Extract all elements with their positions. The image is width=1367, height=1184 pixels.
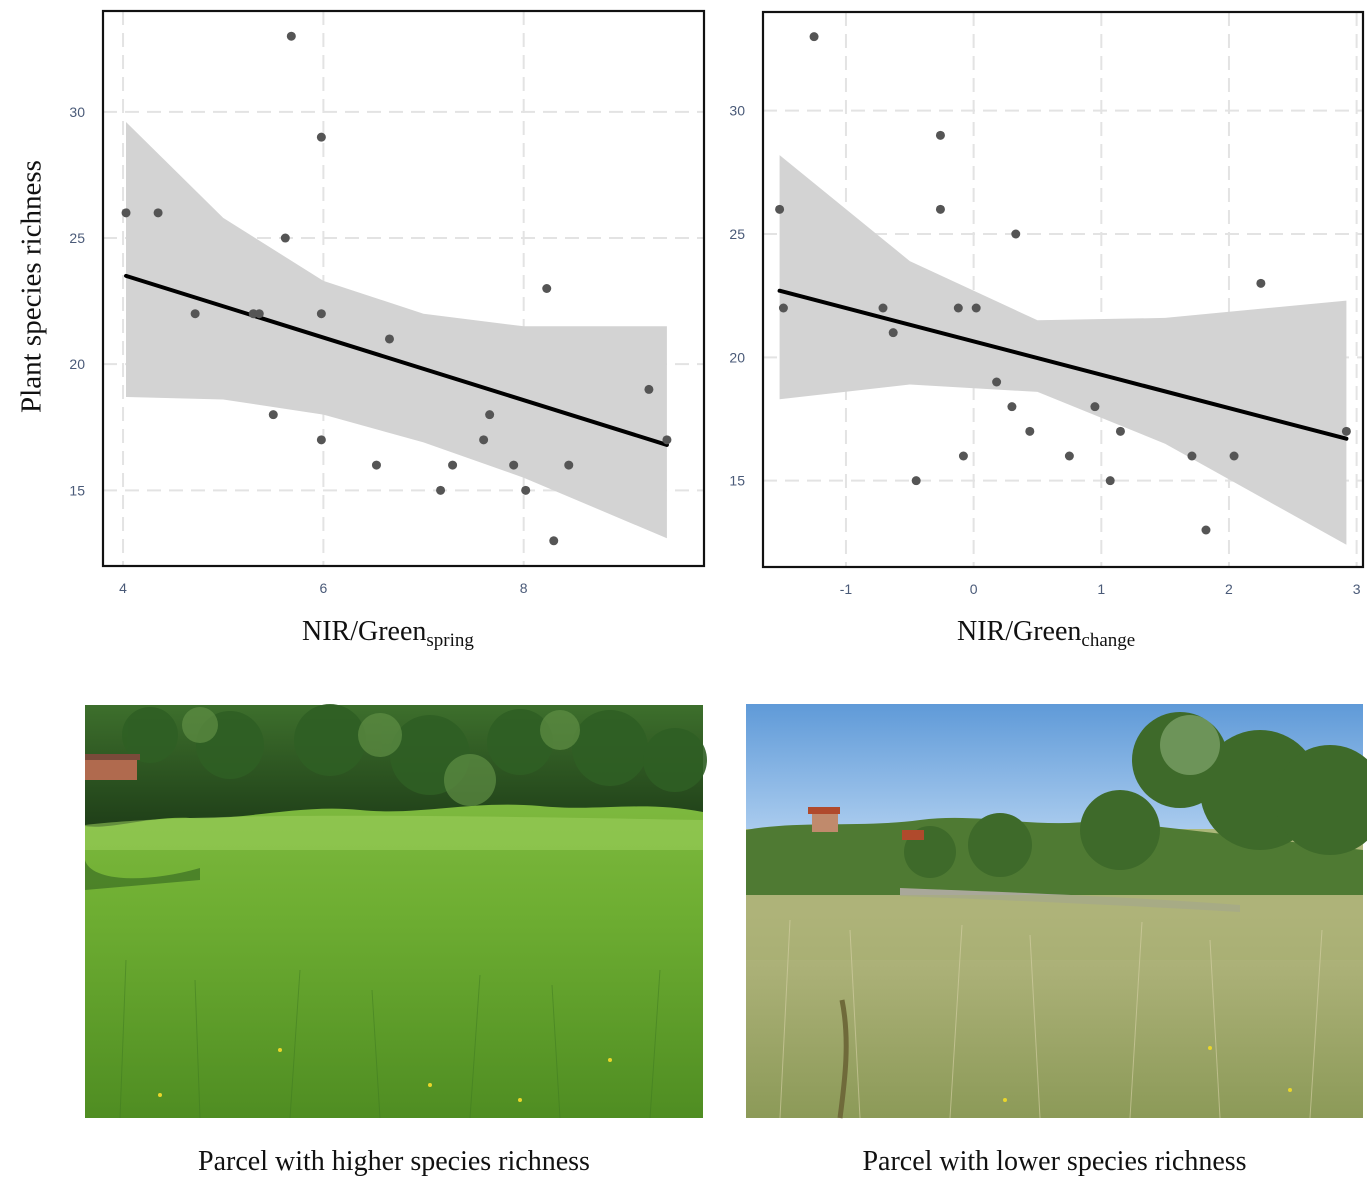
- chart-change-point: [1229, 451, 1239, 461]
- chart-spring-point: [448, 460, 458, 470]
- chart-spring-y-tick-label: 30: [69, 104, 85, 120]
- chart-spring-x-tick-label: 6: [319, 580, 327, 596]
- chart-spring-point: [542, 284, 552, 293]
- chart-spring-point: [268, 410, 278, 420]
- chart-spring-point: [153, 208, 163, 218]
- chart-change-y-tick-label: 25: [729, 226, 745, 242]
- chart-spring-point: [121, 208, 131, 218]
- chart-change-point: [1201, 525, 1211, 535]
- chart-change-point: [888, 328, 898, 338]
- chart-spring-y-tick-label: 20: [69, 356, 85, 372]
- chart-spring-point: [371, 460, 381, 470]
- chart-spring-x-tick-label: 4: [119, 580, 127, 596]
- x-axis-label-change: NIR/Greenchange: [957, 616, 1135, 652]
- chart-spring-point: [564, 460, 574, 470]
- chart-spring-point: [644, 384, 654, 394]
- chart-change-confidence-band: [779, 155, 1347, 545]
- chart-spring-y-tick-label: 25: [69, 230, 85, 246]
- chart-spring-y-tick-label: 15: [69, 482, 85, 498]
- chart-change-point: [992, 377, 1002, 387]
- x-axis-label-spring: NIR/Greenspring: [302, 616, 474, 652]
- chart-change-point: [1011, 229, 1021, 239]
- chart-spring-point: [254, 309, 264, 319]
- chart-change-point: [1007, 402, 1017, 412]
- chart-spring-point: [521, 485, 531, 495]
- chart-change-y-tick-label: 30: [729, 103, 745, 119]
- chart-spring-point: [316, 132, 326, 142]
- chart-change-point: [1105, 476, 1115, 486]
- x-axis-label-change-sub: change: [1081, 630, 1136, 651]
- chart-change-x-tick-label: 3: [1353, 581, 1361, 597]
- chart-change-point: [953, 303, 963, 313]
- x-axis-label-spring-main: NIR/Green: [302, 616, 427, 647]
- caption-high-richness: Parcel with higher species richness: [198, 1146, 590, 1177]
- chart-change-point: [809, 32, 819, 42]
- chart-change-point: [1187, 451, 1197, 461]
- chart-change-frame: [761, 10, 1365, 569]
- chart-change-x-tick-label: 1: [1097, 581, 1105, 597]
- chart-change-point: [878, 303, 888, 313]
- chart-change-point: [775, 204, 785, 214]
- chart-change-point: [971, 303, 981, 313]
- chart-spring-point: [316, 435, 326, 445]
- photo-low-richness: [746, 704, 1367, 1119]
- x-axis-label-spring-sub: spring: [426, 630, 474, 651]
- chart-change-x-tick-label: 0: [970, 581, 978, 597]
- chart-spring-fit-line: [124, 273, 669, 447]
- chart-spring-point: [436, 485, 446, 495]
- chart-spring-y-ticks: 15 20 25 30: [69, 104, 85, 498]
- chart-change-point: [935, 130, 945, 140]
- caption-low-richness: Parcel with lower species richness: [862, 1146, 1247, 1177]
- chart-change-point: [958, 451, 968, 461]
- chart-change: 15 20 25 30 -1 0 1 2 3: [729, 10, 1365, 597]
- chart-spring-x-ticks: 4 6 8: [119, 580, 528, 596]
- chart-spring: 15 20 25 30 4 6 8: [69, 9, 706, 596]
- chart-spring-point: [549, 536, 559, 546]
- chart-change-point: [1090, 402, 1100, 412]
- x-axis-label-change-main: NIR/Green: [957, 616, 1082, 647]
- chart-spring-points: [121, 31, 672, 546]
- y-axis-label: Plant species richness: [15, 160, 48, 413]
- chart-change-point: [935, 204, 945, 214]
- chart-spring-x-tick-label: 8: [520, 580, 528, 596]
- chart-change-y-tick-label: 20: [729, 349, 745, 365]
- chart-change-point: [1256, 278, 1266, 288]
- chart-spring-point: [384, 334, 394, 344]
- chart-spring-point: [316, 309, 326, 319]
- chart-change-x-tick-label: -1: [840, 581, 853, 597]
- photo-high-richness: [85, 704, 707, 1119]
- chart-change-point: [778, 303, 788, 313]
- chart-change-point: [1115, 426, 1125, 436]
- chart-spring-confidence-band: [126, 122, 667, 539]
- chart-spring-point: [662, 435, 672, 445]
- chart-spring-point: [286, 31, 296, 41]
- chart-change-x-ticks: -1 0 1 2 3: [840, 581, 1361, 597]
- chart-change-fit-line: [777, 288, 1349, 441]
- chart-spring-point: [190, 309, 200, 319]
- chart-change-point: [1025, 426, 1035, 436]
- chart-change-y-ticks: 15 20 25 30: [729, 103, 745, 489]
- chart-spring-point: [280, 233, 290, 243]
- chart-change-point: [1064, 451, 1074, 461]
- chart-spring-point: [509, 460, 519, 470]
- chart-change-point: [1341, 426, 1351, 436]
- chart-change-point: [911, 476, 921, 486]
- chart-spring-point: [485, 410, 495, 420]
- chart-spring-point: [479, 435, 489, 445]
- chart-change-x-tick-label: 2: [1225, 581, 1233, 597]
- chart-change-points: [775, 32, 1351, 535]
- chart-spring-frame: [101, 9, 706, 568]
- chart-change-y-tick-label: 15: [729, 473, 745, 489]
